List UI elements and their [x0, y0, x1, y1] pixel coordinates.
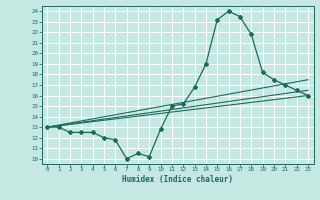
- X-axis label: Humidex (Indice chaleur): Humidex (Indice chaleur): [122, 175, 233, 184]
